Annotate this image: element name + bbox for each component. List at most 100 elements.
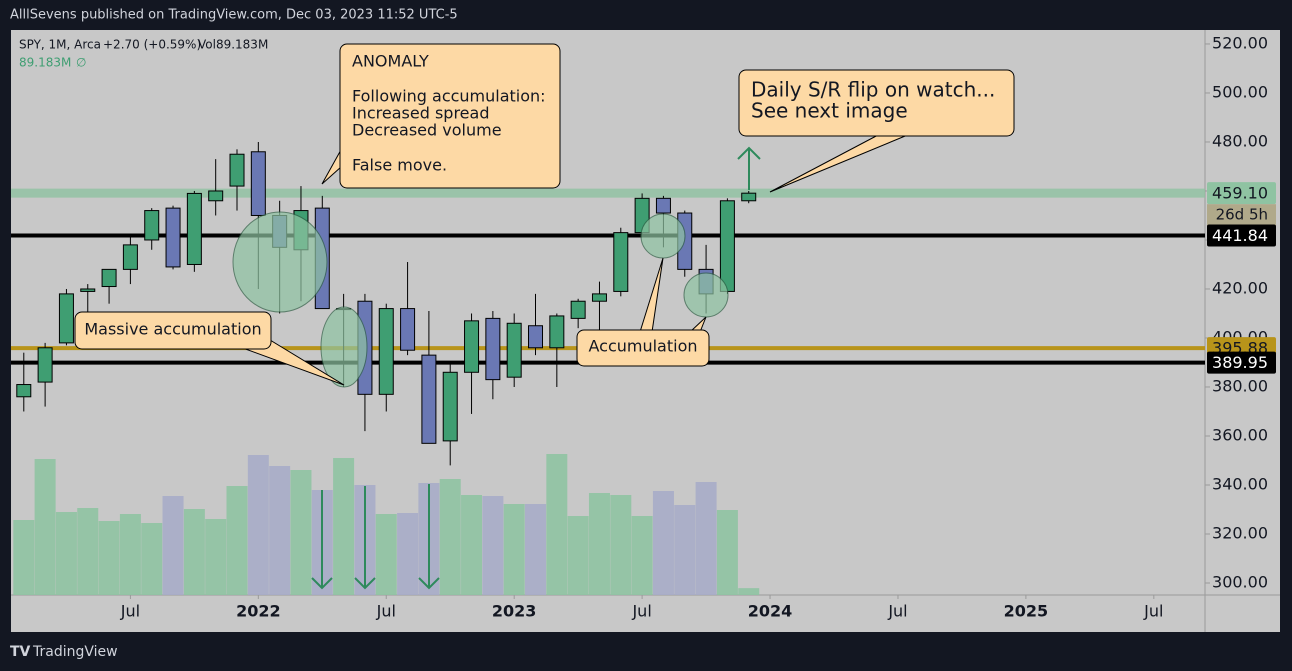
countdown-box: [1207, 204, 1276, 227]
volume-bar: [333, 458, 355, 595]
candle-body: [442, 371, 458, 442]
countdown: 26d 5h: [1216, 206, 1268, 224]
volume-bar: [610, 495, 632, 595]
volume-bar: [397, 513, 419, 595]
y-tick-label: 380.00: [1212, 376, 1268, 395]
candle-body: [528, 325, 544, 349]
candle-body: [741, 192, 757, 202]
volume-bar: [13, 520, 35, 595]
volume-bar: [652, 491, 674, 595]
highlight: [320, 306, 368, 388]
x-tick-label: Jul: [887, 602, 907, 621]
highlight: [232, 211, 328, 313]
y-tick-label: 480.00: [1212, 131, 1268, 150]
x-tick-label: 2022: [236, 602, 281, 621]
annotation-box: [738, 69, 1015, 137]
annotation-text: Daily S/R flip on watch...: [751, 78, 995, 102]
candle-body: [591, 293, 607, 302]
volume-bar: [98, 521, 120, 595]
chart-layer: SPY, 1M, Arca +2.70 (+0.59%)Vol89.183M 89.…: [11, 33, 1276, 621]
arrow-head: [418, 577, 440, 590]
volume-bar: [141, 523, 163, 595]
volume-bar: [226, 486, 248, 595]
volume-bar: [482, 496, 504, 595]
y-tick-label: 320.00: [1212, 523, 1268, 542]
annotation-box: [339, 43, 561, 189]
annotation-text: ANOMALY: [352, 52, 429, 71]
candle-body: [613, 232, 629, 292]
legend-volume: Vol89.183M: [198, 38, 268, 52]
arrow-head: [737, 146, 761, 160]
candle-body: [464, 320, 480, 373]
x-tick-label: Jul: [376, 602, 396, 621]
y-tick-label: 520.00: [1212, 33, 1268, 52]
volume-bar: [738, 588, 760, 595]
y-tick-label: 300.00: [1212, 572, 1268, 591]
price-label: 389.95: [1212, 353, 1268, 372]
annotation-text: False move.: [352, 156, 447, 175]
y-tick-label: 500.00: [1212, 82, 1268, 101]
price-label: 459.10: [1212, 184, 1268, 203]
volume-bar: [183, 509, 205, 595]
volume-bar: [546, 454, 568, 595]
volume-bar: [34, 459, 56, 595]
candle-body: [37, 347, 53, 383]
arrow-head: [354, 577, 376, 590]
candle-body: [400, 308, 416, 351]
candle-body: [378, 308, 394, 395]
x-tick-label: Jul: [120, 602, 140, 621]
candle-body: [186, 192, 202, 265]
candle-body: [719, 200, 735, 292]
annotation-text: Increased spread: [352, 104, 489, 123]
annotation-text: Accumulation: [588, 337, 697, 356]
footer: TradingView: [32, 644, 118, 660]
candle-body: [122, 244, 138, 270]
price-label: 441.84: [1212, 226, 1268, 245]
x-tick-label: Jul: [631, 602, 651, 621]
annotation-text: Massive accumulation: [84, 320, 261, 339]
candle-body: [250, 151, 266, 216]
x-tick-label: 2025: [1004, 602, 1049, 621]
legend-volume-ma: ∅: [76, 56, 86, 70]
price-label-box: [1207, 182, 1276, 205]
annotation-text: Following accumulation:: [352, 87, 546, 106]
annotation-box: [576, 329, 710, 367]
candle-body: [101, 268, 117, 288]
annotation-box: [74, 311, 272, 350]
volume-bar: [247, 455, 269, 595]
candle-body: [549, 315, 565, 349]
candle-body: [58, 293, 74, 344]
volume-bar: [162, 496, 184, 595]
candle-body: [144, 210, 160, 241]
volume-bar: [716, 510, 738, 595]
legend-symbol: SPY, 1M, Arca: [19, 38, 101, 52]
volume-bar: [525, 504, 547, 595]
volume-bar: [503, 504, 525, 595]
candle-body: [421, 354, 437, 444]
volume-bar: [269, 466, 291, 595]
x-tick-label: 2023: [492, 602, 537, 621]
y-tick-label: 360.00: [1212, 425, 1268, 444]
highlight: [683, 272, 729, 318]
candle-body: [165, 207, 181, 268]
volume-bar: [375, 514, 397, 595]
volume-bar: [695, 482, 717, 595]
candle-body: [229, 153, 245, 187]
volume-bar: [55, 512, 77, 595]
x-tick-label: 2024: [748, 602, 793, 621]
candle-body: [16, 384, 32, 398]
logo: TV: [10, 644, 31, 660]
candle-body: [208, 190, 224, 202]
highlight: [640, 213, 686, 259]
candle-body: [570, 300, 586, 319]
annotation-text: Decreased volume: [352, 121, 502, 140]
volume-bar: [119, 514, 141, 595]
volume-bar: [631, 516, 653, 595]
volume-bar: [461, 495, 483, 595]
price-label-box: [1207, 351, 1276, 374]
candle-body: [80, 288, 96, 292]
candle-body: [655, 197, 671, 214]
x-tick-label: Jul: [1143, 602, 1163, 621]
volume-bar: [77, 508, 99, 595]
